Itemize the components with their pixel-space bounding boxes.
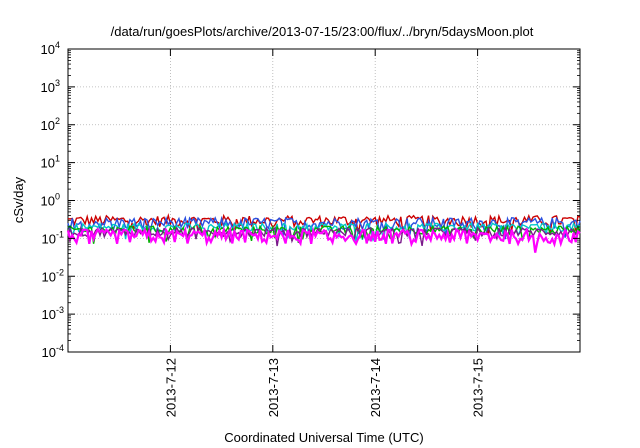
x-axis-label: Coordinated Universal Time (UTC) xyxy=(224,430,423,445)
y-tick-label: 10-3 xyxy=(42,305,64,322)
y-tick-base: 10 xyxy=(41,80,55,95)
y-tick-label: 10-2 xyxy=(42,267,64,284)
y-tick-exponent: 4 xyxy=(55,40,60,50)
y-tick-label: 100 xyxy=(41,192,60,209)
y-tick-exponent: -2 xyxy=(56,267,64,277)
y-tick-label: 104 xyxy=(41,40,60,57)
y-tick-base: 10 xyxy=(42,307,56,322)
series-line xyxy=(67,215,581,240)
series-line xyxy=(67,225,581,247)
y-tick-base: 10 xyxy=(41,194,55,209)
y-tick-label: 10-1 xyxy=(42,229,64,246)
y-tick-base: 10 xyxy=(42,231,56,246)
data-series xyxy=(66,212,581,253)
x-tick-label: 2013-7-14 xyxy=(368,358,383,417)
series-line xyxy=(67,224,581,244)
y-tick-label: 102 xyxy=(41,116,60,133)
y-tick-exponent: 0 xyxy=(55,192,60,202)
y-tick-exponent: -4 xyxy=(56,343,64,353)
grid-lines xyxy=(68,49,580,352)
y-axis-label: cSv/day xyxy=(11,176,26,223)
y-tick-base: 10 xyxy=(41,118,55,133)
series-line xyxy=(66,225,581,253)
y-tick-exponent: -3 xyxy=(56,305,64,315)
y-tick-exponent: 1 xyxy=(55,154,60,164)
y-tick-base: 10 xyxy=(41,156,55,171)
x-tick-label: 2013-7-12 xyxy=(163,358,178,417)
y-tick-label: 10-4 xyxy=(42,343,64,360)
y-tick-label: 103 xyxy=(41,78,60,95)
y-tick-exponent: 2 xyxy=(55,116,60,126)
y-tick-base: 10 xyxy=(42,269,56,284)
y-tick-exponent: -1 xyxy=(56,229,64,239)
x-tick-label: 2013-7-15 xyxy=(471,358,486,417)
y-tick-exponent: 3 xyxy=(55,78,60,88)
x-axis-ticks: 2013-7-12 2013-7-13 2013-7-14 2013-7-15 xyxy=(163,49,486,417)
y-tick-label: 101 xyxy=(41,154,60,171)
chart-title: /data/run/goesPlots/archive/2013-07-15/2… xyxy=(111,24,534,39)
y-tick-base: 10 xyxy=(41,42,55,57)
x-tick-label: 2013-7-13 xyxy=(266,358,281,417)
y-tick-base: 10 xyxy=(42,345,56,360)
